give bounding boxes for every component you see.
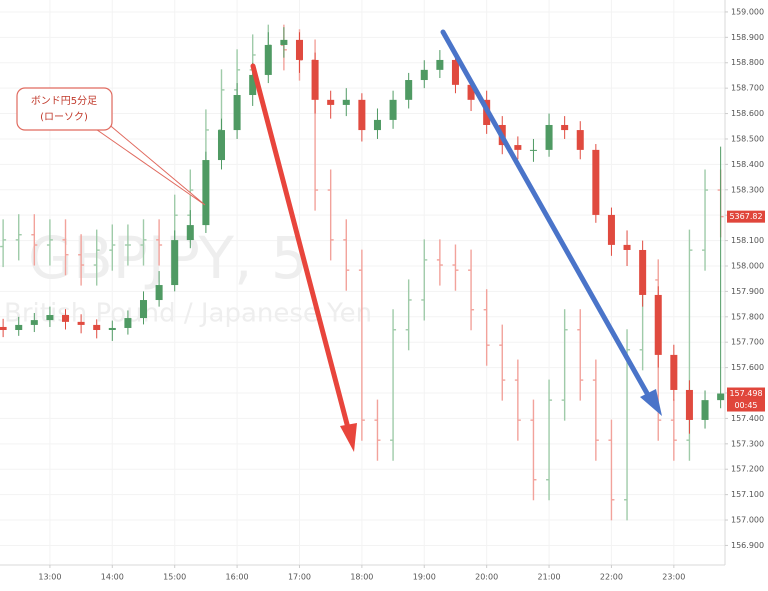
red-arrow	[250, 63, 357, 452]
y-tick-label: 157.200	[731, 465, 764, 474]
candle-body	[529, 149, 537, 151]
x-tick-label: 22:00	[600, 573, 623, 582]
candle-body	[77, 321, 85, 325]
candle-body	[186, 225, 194, 241]
candle-body	[46, 315, 54, 321]
y-tick-label: 157.000	[731, 516, 764, 525]
y-tick-label: 157.100	[731, 490, 764, 499]
y-tick-label: 158.900	[731, 33, 764, 42]
y-tick-label: 158.800	[731, 58, 764, 67]
candle-body	[280, 39, 288, 45]
candle-body	[155, 285, 163, 301]
candle-body	[561, 124, 569, 131]
candle-body	[62, 315, 70, 322]
y-tick-label: 157.600	[731, 363, 764, 372]
candle-body	[264, 44, 272, 75]
annotation: ボンド円5分足	[31, 95, 97, 107]
candle-body	[670, 354, 678, 390]
candle-body	[295, 39, 303, 60]
candle-body	[124, 318, 132, 328]
x-tick-label: 20:00	[475, 573, 498, 582]
y-tick-label: 157.900	[731, 287, 764, 296]
candle-body	[108, 327, 116, 331]
candle-body	[717, 393, 725, 401]
y-tick-label: 158.300	[731, 185, 764, 194]
x-tick-label: 13:00	[38, 573, 61, 582]
candle-body	[93, 324, 101, 331]
candle-body	[467, 84, 475, 100]
annotation: (ローソク)	[40, 111, 88, 123]
candle-body	[451, 59, 459, 85]
candle-body	[202, 160, 210, 226]
y-tick-label: 157.300	[731, 439, 764, 448]
y-tick-label: 159.000	[731, 7, 764, 16]
x-tick-label: 16:00	[226, 573, 249, 582]
candle-body	[576, 130, 584, 150]
y-tick-label: 157.400	[731, 414, 764, 423]
candle-body	[405, 80, 413, 100]
price-label-box	[727, 387, 765, 400]
y-tick-label: 157.800	[731, 312, 764, 321]
x-tick-label: 23:00	[662, 573, 685, 582]
callout: ボンド円5分足 (ローソク)	[16, 87, 206, 206]
candle-body	[420, 69, 428, 81]
y-tick-label: 158.600	[731, 109, 764, 118]
y2-price-label-box	[727, 210, 765, 223]
y-tick-label: 158.100	[731, 236, 764, 245]
y-tick-label: 158.700	[731, 84, 764, 93]
candle-body	[249, 74, 257, 96]
y-tick-label: 158.500	[731, 134, 764, 143]
countdown-box	[727, 399, 765, 412]
countdown: 00:45	[734, 401, 757, 410]
candle-body	[623, 244, 631, 250]
candle-body	[171, 240, 179, 286]
candle-body	[685, 389, 693, 420]
candle-body	[373, 119, 381, 131]
x-tick-label: 21:00	[538, 573, 561, 582]
y-tick-label: 157.700	[731, 338, 764, 347]
price-label: 157.498	[729, 389, 762, 398]
candle-body	[654, 294, 662, 355]
plot	[0, 24, 725, 521]
candle-body	[30, 320, 38, 325]
candle-body	[639, 249, 647, 295]
candle-body	[436, 59, 444, 70]
x-tick-label: 19:00	[413, 573, 436, 582]
x-tick-label: 17:00	[288, 573, 311, 582]
candle-body	[514, 145, 522, 150]
y2-price-label: 5367.82	[729, 212, 762, 221]
candle-body	[592, 149, 600, 215]
candle-body	[701, 400, 709, 420]
candle-body	[327, 99, 335, 105]
candle-body	[545, 124, 553, 150]
candle-body	[15, 324, 23, 331]
y-tick-label: 158.400	[731, 160, 764, 169]
candle-body	[389, 99, 397, 120]
x-tick-label: 18:00	[350, 573, 373, 582]
candle-body	[233, 95, 241, 131]
candle-body	[0, 326, 7, 331]
candle-body	[607, 214, 615, 245]
watermark: GBPJPY, 5	[28, 224, 308, 292]
candle-body	[217, 130, 226, 161]
axes: 159.000 158.900 158.800 158.700 158.600 158.5…	[38, 7, 765, 582]
candle-body	[311, 59, 319, 100]
x-tick-label: 14:00	[101, 573, 124, 582]
y-tick-label: 156.900	[731, 541, 764, 550]
blue-arrow	[440, 29, 662, 416]
candle-body	[342, 99, 350, 105]
candle-body	[358, 99, 366, 131]
x-tick-label: 15:00	[163, 573, 186, 582]
candle-body	[139, 300, 148, 319]
y-tick-label: 158.000	[731, 261, 764, 270]
